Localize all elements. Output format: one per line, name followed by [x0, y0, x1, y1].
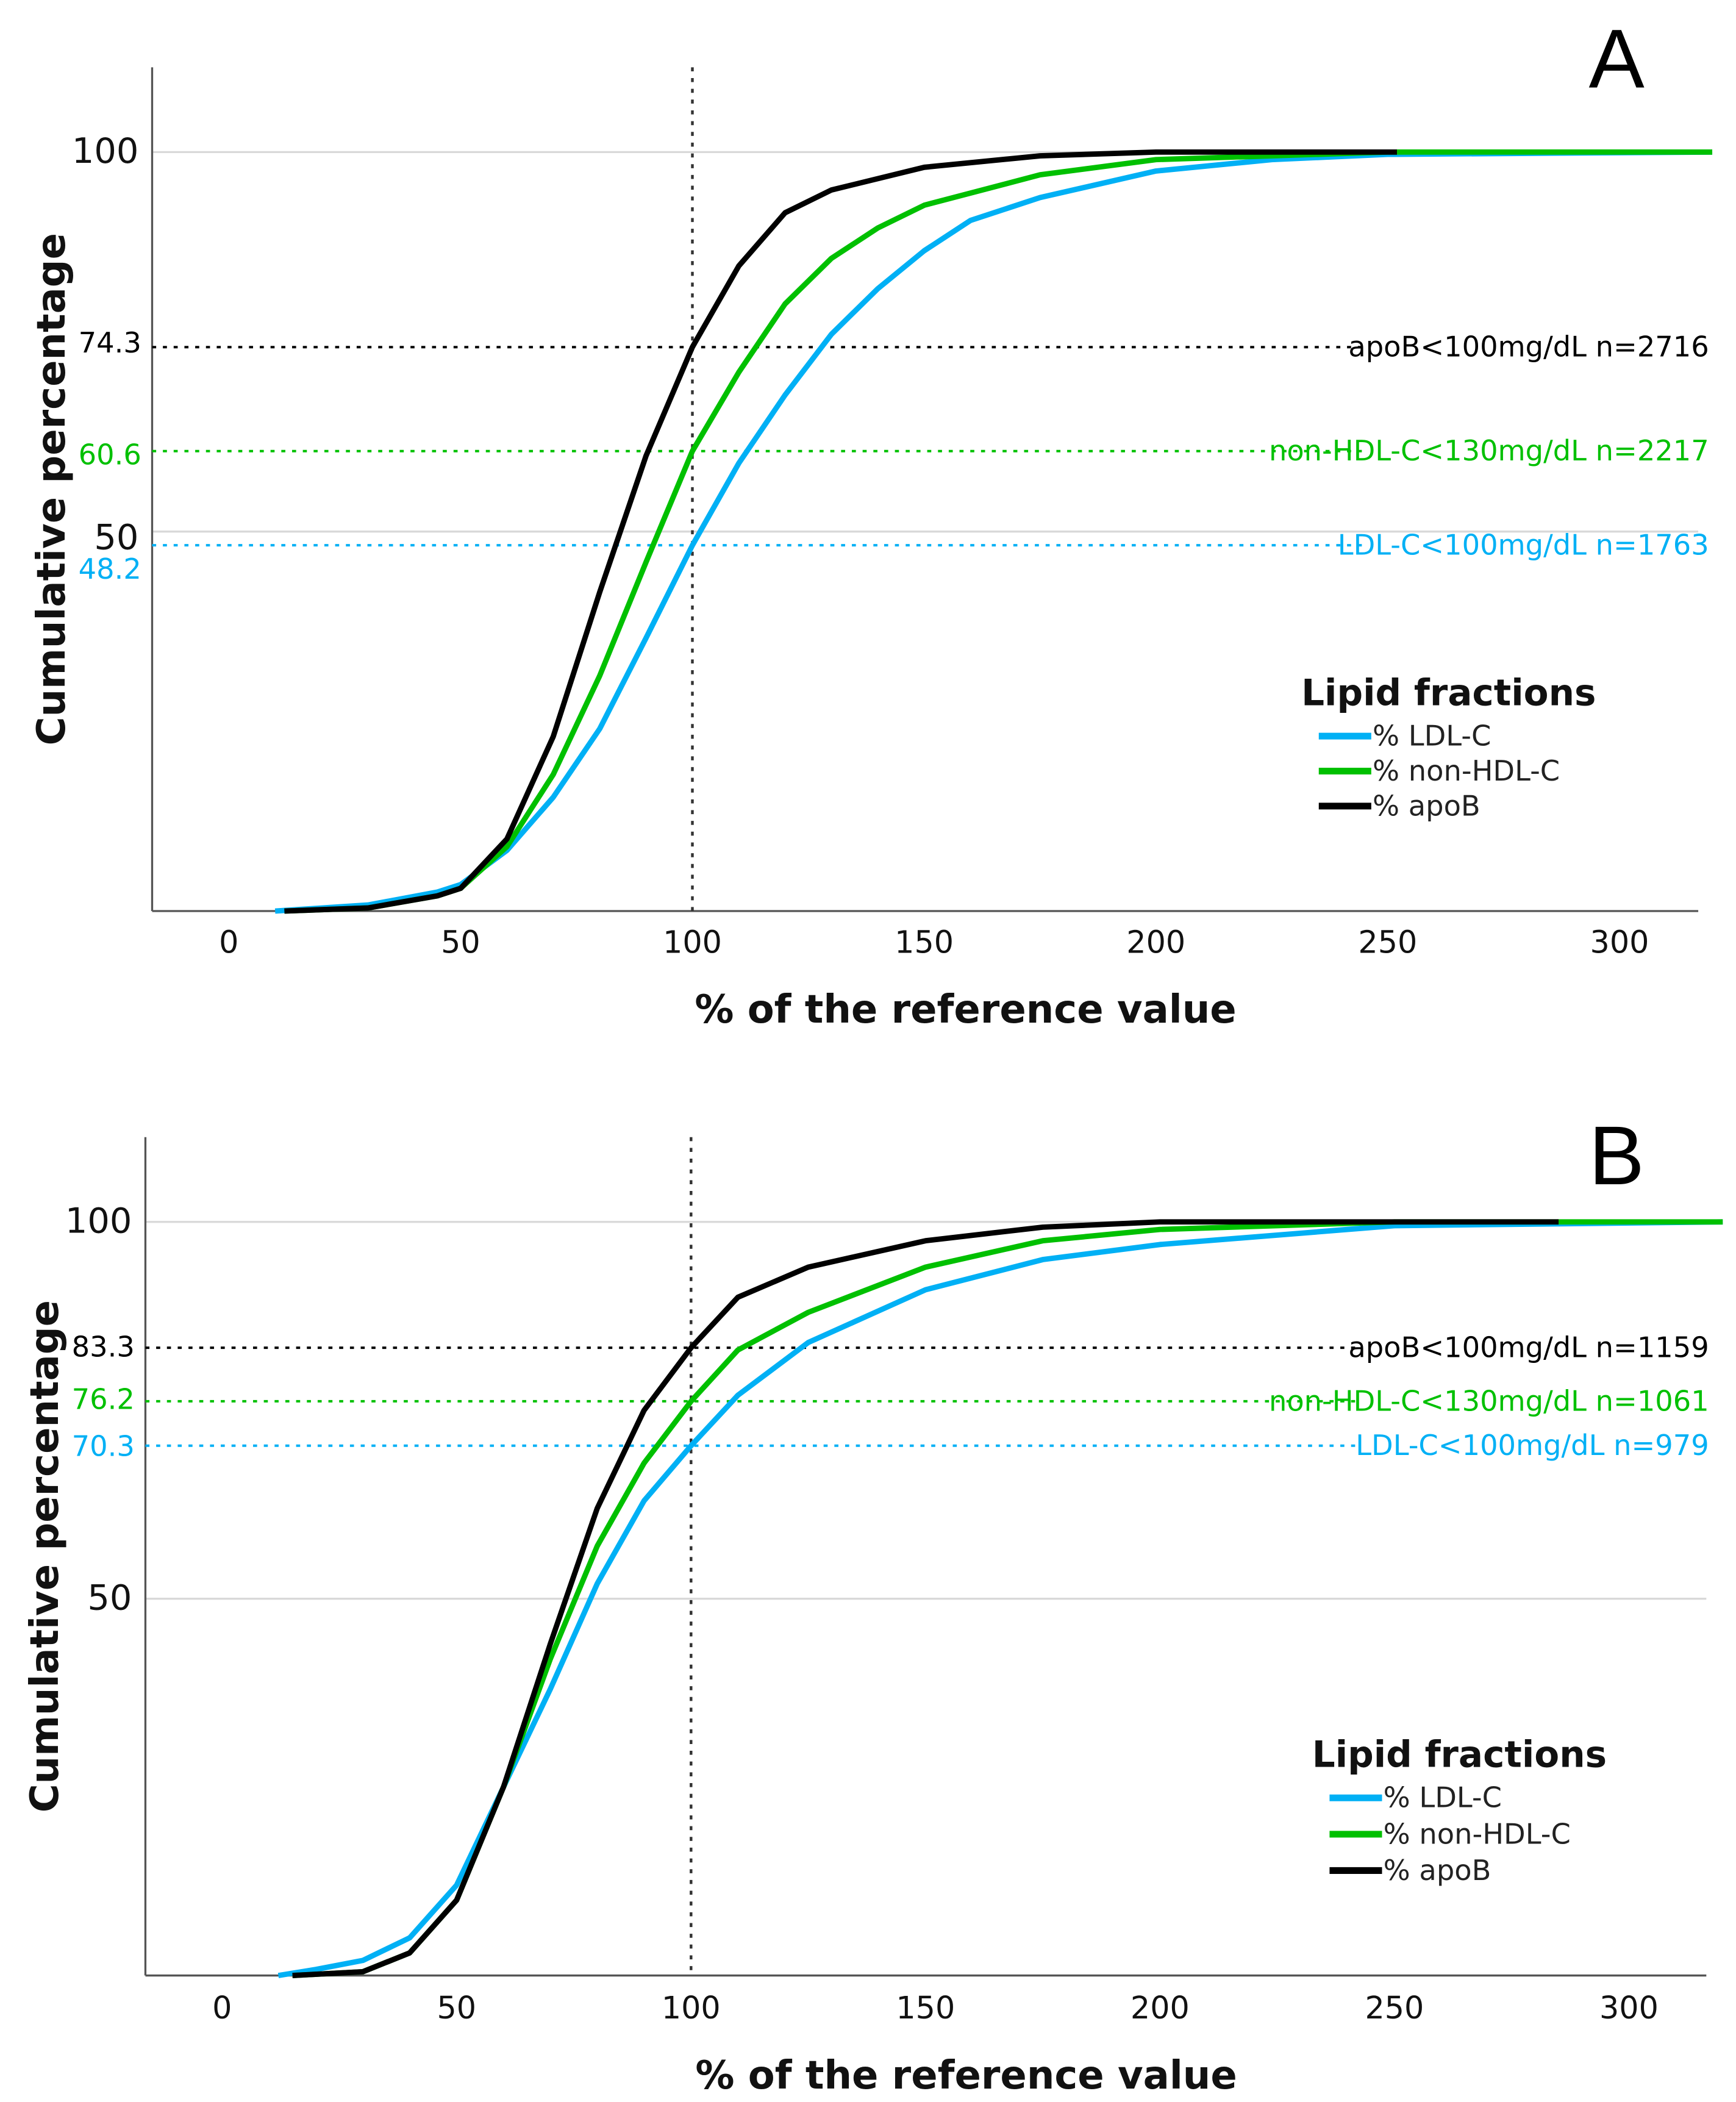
x-axis-title: % of the reference value	[695, 2053, 1237, 2098]
panel-B: apoB<100mg/dL n=1159 83.3 non-HDL-C<130mg/…	[23, 1109, 1723, 2098]
x-tick-label: 0	[219, 924, 238, 960]
legend: Lipid fractions % LDL-C% non-HDL-C % apoB	[1312, 1734, 1607, 1887]
panel-letter: B	[1589, 1109, 1645, 1202]
legend-title: Lipid fractions	[1301, 672, 1596, 714]
legend-entry-ldl: % LDL-C	[1384, 1781, 1502, 1814]
x-tick-label: 0	[212, 1990, 232, 2026]
x-tick-label: 200	[1126, 924, 1185, 960]
y-tick-label: 50	[94, 517, 138, 557]
x-tick-label: 150	[895, 924, 954, 960]
x-tick-label: 300	[1599, 1990, 1659, 2026]
series-line-apob	[292, 1219, 1559, 1978]
x-tick-label: 250	[1365, 1990, 1424, 2026]
reference-value-label: 74.3	[79, 326, 141, 359]
panel-A: apoB<100mg/dL n=2716 74.3 non-HDL-C<130mg/…	[29, 12, 1713, 1032]
y-axis-title: Cumulative percentage	[23, 1300, 68, 1812]
reference-line-label: LDL-C<100mg/dL n=1763	[1338, 529, 1709, 562]
legend: Lipid fractions % LDL-C% non-HDL-C% apoB	[1301, 672, 1596, 822]
y-tick-label: 100	[72, 130, 138, 171]
reference-value-label: 60.6	[79, 438, 141, 471]
x-tick-label: 50	[441, 924, 480, 960]
reference-value-label: 83.3	[72, 1330, 135, 1363]
legend-title: Lipid fractions	[1312, 1734, 1607, 1776]
legend-entry-ldl: % LDL-C	[1373, 720, 1491, 753]
legend-entry-apob: % apoB	[1384, 1854, 1491, 1887]
series-line-apob	[284, 149, 1397, 914]
y-axis-title: Cumulative percentage	[29, 233, 74, 745]
reference-line-label: non-HDL-C<130mg/dL n=1061	[1269, 1384, 1709, 1417]
legend-entry-apob: % apoB	[1373, 789, 1481, 822]
x-tick-label: 100	[662, 1990, 721, 2026]
x-tick-label: 50	[437, 1990, 476, 2026]
y-tick-label: 100	[65, 1200, 132, 1241]
reference-value-label: 70.3	[72, 1430, 135, 1463]
reference-value-label: 76.2	[72, 1383, 135, 1416]
y-tick-label: 50	[87, 1577, 132, 1618]
legend-entry-nonhdl: % non-HDL-C	[1373, 754, 1560, 787]
reference-line-label: non-HDL-C<130mg/dL n=2217	[1269, 434, 1709, 467]
x-tick-label: 100	[663, 924, 722, 960]
legend-entry-nonhdl: % non-HDL-C	[1384, 1817, 1571, 1850]
series-line-ldl	[277, 1219, 1723, 1978]
reference-line-label: LDL-C<100mg/dL n=979	[1356, 1429, 1709, 1462]
reference-value-label: 48.2	[79, 552, 141, 585]
panel-letter: A	[1589, 12, 1645, 105]
x-tick-label: 300	[1590, 924, 1649, 960]
reference-line-label: apoB<100mg/dL n=2716	[1348, 331, 1709, 363]
x-tick-label: 150	[896, 1990, 955, 2026]
x-axis-title: % of the reference value	[695, 987, 1236, 1032]
x-tick-label: 250	[1358, 924, 1417, 960]
x-tick-label: 200	[1131, 1990, 1190, 2026]
reference-line-label: apoB<100mg/dL n=1159	[1348, 1331, 1709, 1364]
